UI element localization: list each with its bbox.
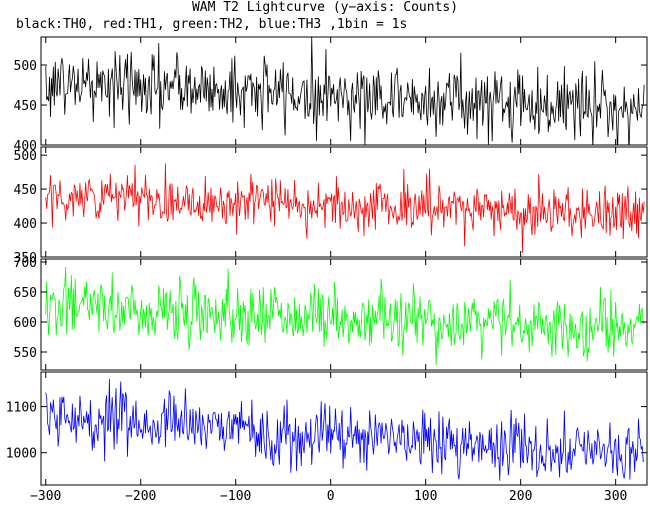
series-th3-line — [45, 378, 645, 481]
y-tick-label-th3: 1100 — [6, 401, 37, 416]
y-tick-label-th0: 400 — [14, 139, 37, 154]
y-tick-label-th1: 450 — [14, 183, 37, 198]
y-tick-label-th2: 650 — [14, 286, 37, 301]
panels-layer: 400 450 500 350 400 450 500 550 600 650 700 1000 110… — [6, 36, 648, 486]
y-tick-label-th0: 450 — [14, 99, 37, 114]
x-tick-label: 100 — [414, 489, 437, 504]
y-tick-label-th1: 500 — [14, 149, 37, 164]
panel-frame — [40, 371, 648, 486]
series-th2-line — [45, 267, 645, 365]
panel-th1: 350 400 450 500 — [14, 146, 648, 266]
x-tick-label: 0 — [327, 489, 335, 504]
panel-th0: 400 450 500 — [14, 36, 648, 154]
y-tick-label-th2: 700 — [14, 256, 37, 271]
panel-frame — [40, 258, 648, 371]
panel-frame — [40, 36, 648, 146]
series-th1-line — [45, 163, 645, 253]
y-tick-label-th3: 1000 — [6, 447, 37, 462]
panel-th3: 1000 1100 — [6, 371, 648, 486]
chart-title: WAM T2 Lightcurve (y−axis: Counts) — [191, 0, 459, 15]
x-tick-label: −100 — [220, 489, 251, 504]
x-tick-label: −200 — [125, 489, 156, 504]
panel-th2: 550 600 650 700 — [14, 256, 648, 371]
y-tick-label-th1: 400 — [14, 217, 37, 232]
x-tick-label: 300 — [604, 489, 627, 504]
x-tick-label: 200 — [509, 489, 532, 504]
panel-frame — [40, 146, 648, 258]
series-th0-line — [45, 37, 645, 145]
chart-subtitle: black:TH0, red:TH1, green:TH2, blue:TH3 … — [16, 17, 408, 32]
x-tick-label: −300 — [30, 489, 61, 504]
y-tick-label-th2: 600 — [14, 316, 37, 331]
y-tick-label-th1: 350 — [14, 251, 37, 266]
x-axis: −300 −200 −100 0 100 200 300 — [30, 489, 627, 504]
y-tick-label-th0: 500 — [14, 59, 37, 74]
y-tick-label-th2: 550 — [14, 346, 37, 361]
